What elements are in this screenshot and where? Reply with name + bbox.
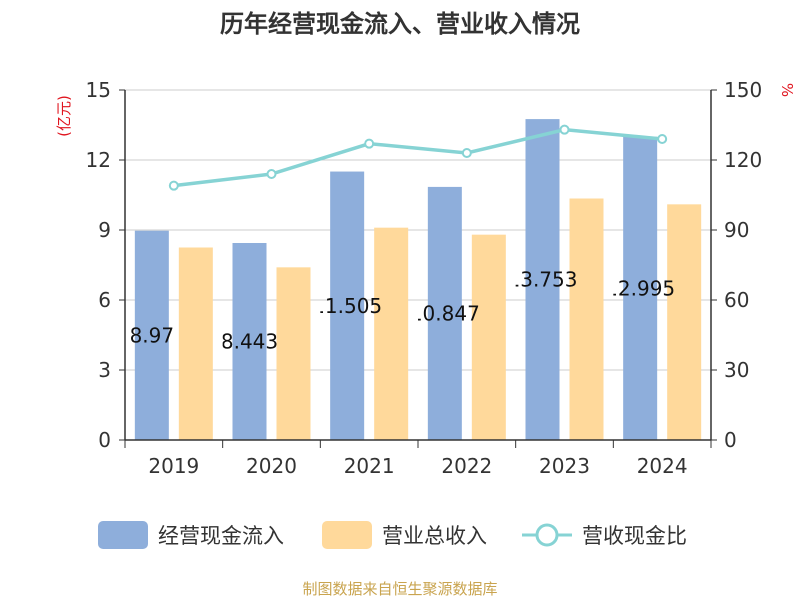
data-label-cash-inflow: 8.97 [130,323,175,347]
ratio-line-path [173,127,663,188]
source-note: 制图数据来自恒生聚源数据库 [302,580,497,598]
bar-cash-inflow [525,119,560,440]
legend-label-cash-inflow: 经营现金流入 [158,524,284,548]
y-right-tick-label: 0 [724,428,737,452]
bar-revenue [374,227,409,440]
ratio-point [559,124,570,135]
bar-cash-inflow [134,230,169,440]
ratio-point [266,169,277,179]
bar-revenue [569,198,604,440]
chart-title: 历年经营现金流入、营业收入情况 [220,10,580,38]
data-label-cash-inflow: 10.847 [410,301,480,325]
y-left-ticks: 0 3 6 9 12 15 [86,78,125,452]
x-tick-label: 2021 [344,454,395,478]
ratio-line [168,124,668,191]
legend-item-cash-inflow[interactable]: 经营现金流入 [98,521,284,549]
bar-revenue [178,247,213,440]
ratio-point [461,148,472,158]
legend-item-cash-ratio[interactable]: 营收现金比 [522,523,687,548]
legend-swatch-cash-inflow [98,521,148,549]
x-axis-ticks: 2019 2020 2021 2022 2023 2024 [124,440,712,478]
axes [124,90,712,441]
y-right-tick-label: 150 [724,78,762,102]
bar-cash-inflow [330,171,365,441]
data-labels: 8.97 8.443 11.505 10.847 13.753 12.995 [130,268,676,354]
y-left-tick-label: 6 [98,288,111,312]
x-tick-label: 2020 [246,454,297,478]
bar-revenue [667,204,702,440]
y-left-tick-label: 12 [86,148,111,172]
x-tick-label: 2019 [148,454,199,478]
y-left-tick-label: 15 [86,78,111,102]
y-right-tick-label: 30 [724,358,749,382]
data-label-cash-inflow: 11.505 [312,294,382,318]
bar-cash-inflow [232,242,267,440]
bars [134,119,702,441]
x-tick-label: 2024 [637,454,688,478]
x-tick-label: 2023 [539,454,590,478]
gridlines [125,89,711,371]
data-label-cash-inflow: 12.995 [605,276,675,300]
legend-marker-cash-ratio [535,523,559,547]
ratio-point [657,134,668,144]
legend[interactable]: 经营现金流入 营业总收入 营收现金比 [98,521,687,549]
legend-swatch-revenue [322,521,372,549]
y-right-unit-label: % [778,83,796,97]
y-left-tick-label: 9 [98,218,111,242]
legend-label-revenue: 营业总收入 [382,524,487,548]
x-tick-label: 2022 [441,454,492,478]
y-right-tick-label: 60 [724,288,749,312]
legend-item-revenue[interactable]: 营业总收入 [322,521,487,549]
y-left-unit-label: (亿元) [55,95,73,137]
y-left-tick-label: 3 [98,358,111,382]
ratio-point [364,138,375,149]
y-right-ticks: 0 30 60 90 120 150 [711,78,762,452]
bar-revenue [276,267,311,440]
y-right-tick-label: 120 [724,148,762,172]
y-right-tick-label: 90 [724,218,749,242]
y-left-tick-label: 0 [98,428,111,452]
bar-revenue [471,234,506,440]
data-label-cash-inflow: 8.443 [221,329,278,353]
ratio-point [168,180,179,191]
legend-label-cash-ratio: 营收现金比 [582,524,687,548]
bar-cash-inflow [623,136,658,441]
bar-cash-inflow [427,186,462,440]
data-label-cash-inflow: 13.753 [508,268,578,292]
